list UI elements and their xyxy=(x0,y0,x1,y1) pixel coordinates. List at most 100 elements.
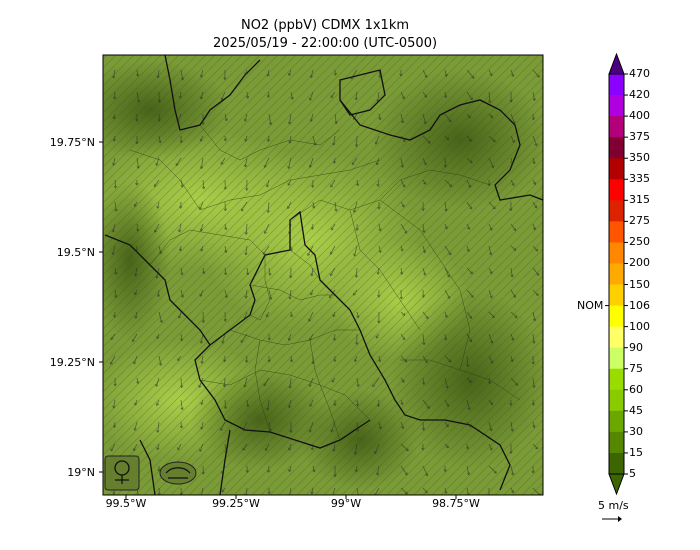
wind-arrow-head xyxy=(153,184,157,187)
wind-arrow xyxy=(244,311,248,320)
wind-arrow-head xyxy=(288,385,292,389)
wind-arrow xyxy=(310,289,314,296)
wind-arrow-head xyxy=(492,315,495,319)
wind-arrow-head xyxy=(446,137,450,141)
wind-arrow xyxy=(444,377,448,389)
wind-arrow-head xyxy=(262,251,266,255)
wind-arrow xyxy=(177,355,182,361)
wind-arrow-head xyxy=(241,208,244,212)
wind-arrow-head xyxy=(289,314,294,318)
wind-arrow xyxy=(332,487,336,495)
wind-arrow-head xyxy=(491,165,495,169)
wind-arrow xyxy=(378,355,381,362)
wind-arrow xyxy=(312,201,315,209)
wind-arrow-head xyxy=(514,315,518,319)
wind-arrow-head xyxy=(378,75,382,78)
wind-arrow xyxy=(532,421,535,428)
wind-arrow-head xyxy=(156,205,160,209)
wind-arrow-head xyxy=(110,448,114,452)
wind-arrow xyxy=(246,91,249,99)
wind-arrow-head xyxy=(374,451,378,455)
wind-arrow xyxy=(288,443,292,451)
wind-arrow-head xyxy=(444,491,448,494)
wind-arrow xyxy=(510,487,514,493)
wind-arrow-head xyxy=(244,232,248,235)
lon-label-3: 99°W xyxy=(330,497,362,510)
wind-arrow xyxy=(466,91,473,101)
wind-arrow xyxy=(328,289,336,299)
wind-arrow xyxy=(267,201,270,213)
wind-arrow-head xyxy=(354,275,359,278)
wind-arrow xyxy=(466,355,469,367)
wind-arrow xyxy=(158,311,163,323)
wind-arrow-head xyxy=(268,122,273,126)
wind-arrow xyxy=(200,399,204,405)
wind-arrow-head xyxy=(287,206,290,210)
wind-arrow xyxy=(136,69,139,77)
wind-arrow xyxy=(288,157,292,169)
wind-arrow xyxy=(267,91,270,98)
wind-arrow xyxy=(199,443,204,452)
wind-arrow xyxy=(134,399,138,406)
wind-arrow-head xyxy=(288,73,292,76)
wind-arrow xyxy=(532,333,535,344)
wind-arrow-head xyxy=(223,272,228,276)
wind-arrow xyxy=(356,487,359,495)
wind-arrow-head xyxy=(444,95,448,98)
colorbar-segment xyxy=(609,74,624,96)
wind-arrow-head xyxy=(402,312,406,316)
wind-arrow xyxy=(510,69,514,77)
wind-arrow-head xyxy=(310,491,314,495)
wind-arrow-head xyxy=(447,295,451,299)
wind-arrow xyxy=(332,311,336,317)
wind-arrow-head xyxy=(268,272,272,276)
wind-arrow xyxy=(287,179,292,186)
wind-arrow xyxy=(114,201,117,212)
wind-arrow-head xyxy=(424,360,428,364)
wind-arrow xyxy=(309,421,314,433)
wind-arrow-head xyxy=(178,229,182,233)
wind-arrow-head xyxy=(330,95,334,99)
wind-arrow xyxy=(265,311,270,318)
wind-arrow-head xyxy=(244,252,248,256)
wind-arrow-head xyxy=(134,273,138,277)
wind-arrow xyxy=(110,333,116,340)
wind-arrow xyxy=(400,113,404,124)
wind-arrow xyxy=(224,135,226,142)
wind-arrow xyxy=(113,113,116,120)
wind-arrow-head xyxy=(534,205,538,209)
wind-arrow-head xyxy=(263,383,267,387)
wind-arrow xyxy=(334,113,337,124)
colorbar-tick-label: 75 xyxy=(629,361,643,375)
wind-arrow xyxy=(488,289,493,299)
wind-arrow-head xyxy=(402,184,406,188)
wind-arrow-head xyxy=(202,271,206,275)
wind-arrow xyxy=(224,245,227,253)
wind-arrow xyxy=(224,113,228,121)
wind-arrow xyxy=(466,421,472,428)
wind-arrow xyxy=(224,267,227,275)
wind-arrow xyxy=(133,443,138,451)
wind-arrow-head xyxy=(136,228,140,232)
wind-arrow-head xyxy=(312,205,316,209)
wind-arrow-head xyxy=(243,316,247,320)
wind-arrow xyxy=(532,311,536,322)
colorbar-segment xyxy=(609,137,624,159)
wind-arrow-head xyxy=(351,162,355,166)
wind-arrow-head xyxy=(400,402,404,406)
wind-arrow xyxy=(400,399,403,405)
wind-arrow xyxy=(353,201,358,213)
wind-arrow-head xyxy=(444,73,448,77)
wind-arrow-head xyxy=(535,248,539,252)
wind-arrow-head xyxy=(199,340,204,344)
colorbar-segment xyxy=(609,347,624,370)
wind-arrow xyxy=(488,267,493,274)
wind-arrow xyxy=(157,443,160,451)
wind-arrow-head xyxy=(328,295,332,299)
wind-arrow xyxy=(289,487,292,495)
lat-label-4: 19°N xyxy=(67,466,95,479)
wind-arrow-head xyxy=(510,274,514,278)
wind-arrow xyxy=(422,223,425,233)
wind-arrow xyxy=(422,289,424,298)
wind-arrow xyxy=(244,113,248,122)
